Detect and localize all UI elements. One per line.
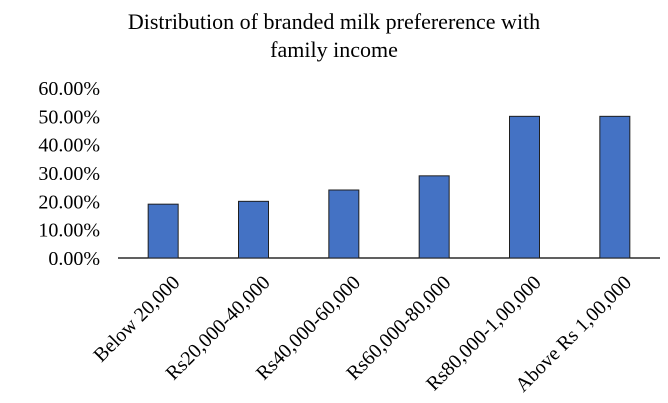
x-tick-label: Below 20,000 <box>89 272 184 367</box>
bar <box>147 203 179 259</box>
bar <box>328 189 360 259</box>
chart-title: Distribution of branded milk prefererenc… <box>127 9 541 62</box>
bar <box>509 115 540 259</box>
y-tick-label: 60.00% <box>38 78 100 100</box>
y-tick-label: 50.00% <box>38 106 100 128</box>
y-tick-label: 20.00% <box>38 191 100 213</box>
y-tick-label: 0.00% <box>48 248 100 270</box>
y-tick-label: 10.00% <box>38 220 100 242</box>
bar <box>238 200 269 259</box>
y-tick-label: 30.00% <box>38 163 100 185</box>
bar <box>599 115 631 259</box>
y-tick-label: 40.00% <box>38 135 100 157</box>
bar <box>418 175 450 259</box>
